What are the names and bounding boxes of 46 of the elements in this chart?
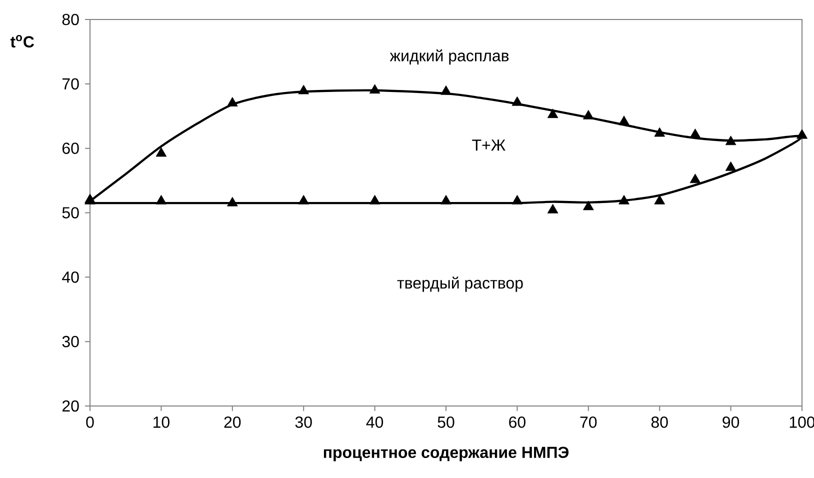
y-tick-label: 40 [62,271,79,283]
x-tick-label: 40 [366,416,384,428]
point [547,108,558,118]
point [547,204,558,214]
point [690,128,701,138]
point [654,194,665,204]
point [690,174,701,184]
point [227,97,238,106]
point [618,194,630,204]
point [156,194,167,204]
y-axis-title: t$^{o}$C [10,35,34,48]
y-tick-label: 20 [62,400,79,412]
x-tick-label: 80 [651,416,668,428]
x-tick-label: 10 [154,416,170,428]
point [369,194,380,204]
point [298,194,309,204]
y-tick-label: 70 [62,78,79,90]
point [369,84,380,94]
y-tick-label: 30 [62,336,79,348]
y-tick-label: 60 [62,142,79,154]
point [156,147,167,157]
point [512,96,523,106]
annotation: твердый раствор [397,276,523,292]
annotation: Т+Ж [472,140,506,151]
point [583,110,594,120]
point [512,194,523,204]
point [725,136,736,146]
y-tick-label: 80 [62,14,79,26]
x-tick-label: 90 [722,416,740,428]
x-tick-label: 60 [509,416,526,428]
point [618,116,630,126]
point [298,84,309,94]
point [583,200,594,210]
x-tick-label: 50 [438,416,454,428]
x-tick-label: 0 [86,416,94,428]
point [227,196,238,206]
x-tick-label: 70 [580,416,597,428]
annotation: жидкий расплав [390,49,509,65]
point [725,161,736,171]
point [654,127,665,137]
x-tick-label: 20 [224,416,241,428]
point [440,85,452,95]
point [440,194,452,204]
x-tick-label: 30 [295,416,312,428]
x-axis-title: процентное содержание НМПЭ [324,446,569,462]
y-tick-label: 50 [62,207,79,218]
